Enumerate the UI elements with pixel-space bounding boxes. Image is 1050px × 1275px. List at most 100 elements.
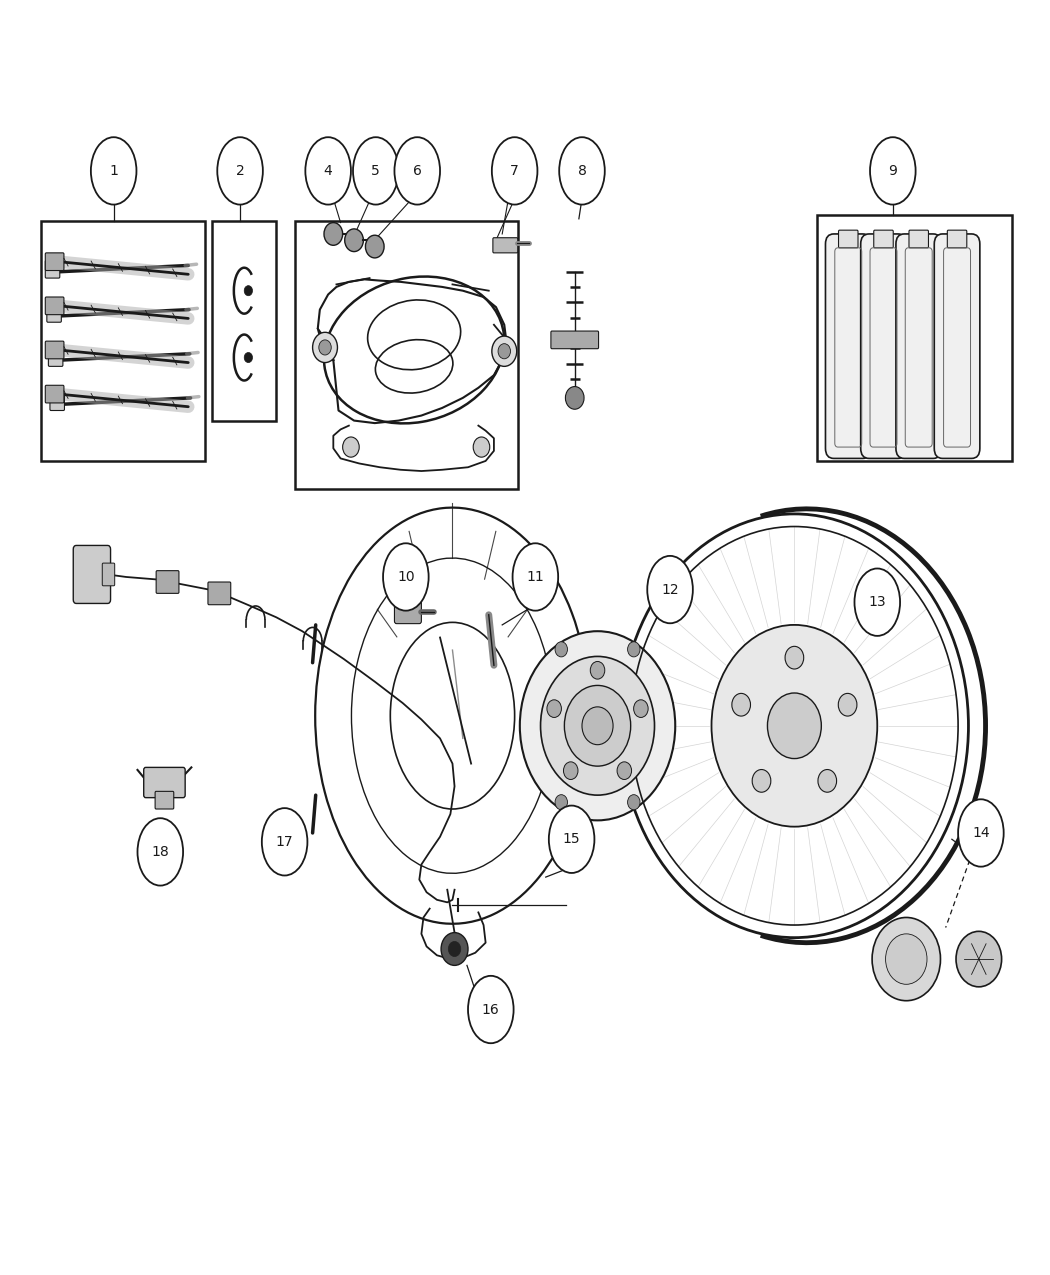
Text: 12: 12 <box>662 583 679 597</box>
Text: 4: 4 <box>323 164 333 178</box>
Bar <box>212 222 276 421</box>
Ellipse shape <box>217 138 262 204</box>
Ellipse shape <box>560 138 605 204</box>
Ellipse shape <box>512 543 559 611</box>
Circle shape <box>498 344 510 358</box>
FancyBboxPatch shape <box>50 393 64 411</box>
Ellipse shape <box>383 543 428 611</box>
FancyBboxPatch shape <box>45 342 64 358</box>
Circle shape <box>541 657 654 796</box>
Circle shape <box>474 437 489 458</box>
Text: 17: 17 <box>276 835 293 849</box>
FancyBboxPatch shape <box>395 601 421 623</box>
FancyBboxPatch shape <box>45 252 64 270</box>
FancyBboxPatch shape <box>144 768 185 798</box>
Ellipse shape <box>138 819 183 886</box>
Ellipse shape <box>353 138 399 204</box>
FancyBboxPatch shape <box>839 231 858 247</box>
Circle shape <box>838 694 857 717</box>
FancyBboxPatch shape <box>102 564 114 585</box>
Circle shape <box>885 933 927 984</box>
Text: 2: 2 <box>235 164 245 178</box>
Ellipse shape <box>261 808 308 876</box>
Bar <box>817 215 1012 462</box>
Circle shape <box>752 770 771 792</box>
Circle shape <box>245 286 252 296</box>
Circle shape <box>547 700 562 718</box>
Ellipse shape <box>91 138 136 204</box>
Bar <box>295 222 518 488</box>
Text: 16: 16 <box>482 1002 500 1016</box>
Text: 13: 13 <box>868 595 886 609</box>
Ellipse shape <box>395 138 440 204</box>
FancyBboxPatch shape <box>874 231 894 247</box>
FancyBboxPatch shape <box>861 233 906 459</box>
FancyBboxPatch shape <box>909 231 928 247</box>
Circle shape <box>582 706 613 745</box>
Circle shape <box>441 932 468 965</box>
Circle shape <box>342 437 359 458</box>
FancyBboxPatch shape <box>825 233 872 459</box>
Ellipse shape <box>855 569 900 636</box>
Text: 1: 1 <box>109 164 118 178</box>
Circle shape <box>565 386 584 409</box>
Circle shape <box>621 514 968 937</box>
Circle shape <box>628 641 640 657</box>
FancyBboxPatch shape <box>896 233 942 459</box>
FancyBboxPatch shape <box>947 231 967 247</box>
Circle shape <box>712 625 878 826</box>
Text: 10: 10 <box>397 570 415 584</box>
Circle shape <box>732 694 751 717</box>
Circle shape <box>555 641 567 657</box>
FancyBboxPatch shape <box>551 332 598 348</box>
FancyBboxPatch shape <box>74 546 110 603</box>
Circle shape <box>555 794 567 810</box>
Circle shape <box>628 794 640 810</box>
Circle shape <box>564 686 631 766</box>
Ellipse shape <box>306 138 351 204</box>
Text: 15: 15 <box>563 833 581 847</box>
Circle shape <box>768 694 821 759</box>
Circle shape <box>313 333 337 362</box>
FancyBboxPatch shape <box>156 571 178 593</box>
Text: 6: 6 <box>413 164 422 178</box>
FancyBboxPatch shape <box>155 792 173 810</box>
FancyBboxPatch shape <box>48 348 63 366</box>
Circle shape <box>617 762 632 779</box>
Text: 8: 8 <box>578 164 586 178</box>
Circle shape <box>873 918 941 1001</box>
Circle shape <box>344 230 363 251</box>
Ellipse shape <box>647 556 693 623</box>
FancyBboxPatch shape <box>45 385 64 403</box>
Circle shape <box>365 235 384 258</box>
Circle shape <box>245 352 252 362</box>
Text: 7: 7 <box>510 164 519 178</box>
Text: 9: 9 <box>888 164 898 178</box>
Ellipse shape <box>549 806 594 873</box>
Text: 5: 5 <box>372 164 380 178</box>
Circle shape <box>564 762 578 779</box>
Circle shape <box>448 941 461 956</box>
Circle shape <box>633 700 648 718</box>
FancyBboxPatch shape <box>47 305 61 323</box>
Text: 11: 11 <box>526 570 544 584</box>
FancyBboxPatch shape <box>934 233 980 459</box>
Circle shape <box>324 223 342 245</box>
Circle shape <box>956 931 1002 987</box>
Ellipse shape <box>958 799 1004 867</box>
Circle shape <box>491 337 517 366</box>
Circle shape <box>319 340 331 354</box>
Text: 14: 14 <box>972 826 990 840</box>
FancyBboxPatch shape <box>45 297 64 315</box>
Ellipse shape <box>870 138 916 204</box>
Ellipse shape <box>491 138 538 204</box>
FancyBboxPatch shape <box>208 581 231 604</box>
FancyBboxPatch shape <box>45 260 60 278</box>
Ellipse shape <box>468 975 513 1043</box>
Text: 18: 18 <box>151 845 169 859</box>
Circle shape <box>785 646 803 669</box>
Circle shape <box>520 631 675 820</box>
Circle shape <box>590 662 605 680</box>
FancyBboxPatch shape <box>492 237 518 252</box>
Circle shape <box>818 770 837 792</box>
